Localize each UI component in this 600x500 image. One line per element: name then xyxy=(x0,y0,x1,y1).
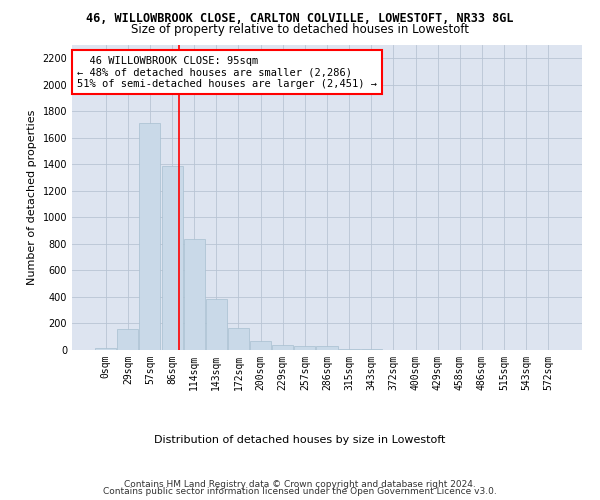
Bar xyxy=(250,342,271,350)
Bar xyxy=(184,240,205,350)
Bar xyxy=(161,166,182,350)
Bar xyxy=(228,328,249,350)
Text: Contains HM Land Registry data © Crown copyright and database right 2024.: Contains HM Land Registry data © Crown c… xyxy=(124,480,476,489)
Bar xyxy=(272,345,293,350)
Bar xyxy=(95,348,116,350)
Text: Contains public sector information licensed under the Open Government Licence v3: Contains public sector information licen… xyxy=(103,488,497,496)
Text: 46, WILLOWBROOK CLOSE, CARLTON COLVILLE, LOWESTOFT, NR33 8GL: 46, WILLOWBROOK CLOSE, CARLTON COLVILLE,… xyxy=(86,12,514,26)
Bar xyxy=(139,123,160,350)
Text: Size of property relative to detached houses in Lowestoft: Size of property relative to detached ho… xyxy=(131,22,469,36)
Bar xyxy=(316,346,338,350)
Bar xyxy=(118,330,139,350)
Bar xyxy=(206,299,227,350)
Bar xyxy=(295,346,316,350)
Text: Distribution of detached houses by size in Lowestoft: Distribution of detached houses by size … xyxy=(154,435,446,445)
Y-axis label: Number of detached properties: Number of detached properties xyxy=(27,110,37,285)
Text: 46 WILLOWBROOK CLOSE: 95sqm
← 48% of detached houses are smaller (2,286)
51% of : 46 WILLOWBROOK CLOSE: 95sqm ← 48% of det… xyxy=(77,56,377,89)
